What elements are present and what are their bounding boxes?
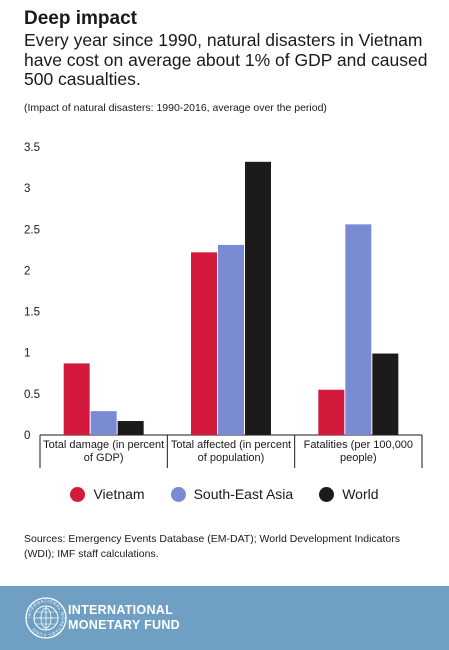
legend: Vietnam South-East Asia World	[0, 486, 449, 502]
bar-chart: 3.5 3 2.5 2 1.5 1 0.5 0 Total damage (in percent…	[24, 142, 423, 468]
x-category-label: Total affected (in percent	[171, 439, 291, 451]
bar-world	[117, 421, 144, 435]
x-category-label: Fatalities (per 100,000	[304, 439, 413, 451]
legend-label-south-east-asia: South-East Asia	[193, 486, 294, 502]
footer-bar: INTERNATIONAL MONETARY FUND INTERNATIONA…	[0, 586, 449, 650]
y-tick-label: 1.5	[24, 307, 40, 319]
x-category-label: people)	[340, 452, 377, 464]
legend-label-world: World	[342, 486, 379, 502]
y-tick-label: 2	[24, 265, 30, 277]
x-category-label: of GDP)	[84, 452, 124, 464]
bar-vietnam	[318, 389, 345, 435]
x-category-label: Total damage (in percent	[43, 439, 164, 451]
legend-item-vietnam: Vietnam	[70, 486, 145, 502]
bar-south-east-asia	[90, 411, 117, 435]
y-tick-label: 2.5	[24, 224, 40, 236]
bar-world	[372, 353, 399, 435]
bar-south-east-asia	[218, 244, 244, 435]
chart-title: Deep impact	[24, 8, 137, 29]
y-tick-label: 0	[24, 430, 30, 442]
legend-swatch-world	[319, 486, 335, 502]
chart-note: (Impact of natural disasters: 1990-2016,…	[24, 102, 327, 114]
chart-subtitle: Every year since 1990, natural disasters…	[24, 30, 428, 89]
y-tick-label: 3	[24, 183, 30, 195]
y-tick-label: 3.5	[24, 142, 40, 154]
legend-swatch-south-east-asia	[170, 486, 186, 502]
bar-vietnam	[63, 363, 90, 435]
x-category-label: of population)	[198, 452, 265, 464]
y-tick-label: 1	[24, 348, 30, 360]
bar-world	[245, 161, 271, 435]
y-tick-label: 0.5	[24, 389, 40, 401]
imf-seal-icon: INTERNATIONAL MONETARY FUND	[25, 597, 67, 639]
legend-item-world: World	[319, 486, 379, 502]
bar-south-east-asia	[345, 224, 372, 435]
legend-swatch-vietnam	[70, 486, 86, 502]
imf-wordmark: INTERNATIONAL MONETARY FUND	[68, 603, 180, 632]
sources-note: Sources: Emergency Events Database (EM-D…	[24, 533, 401, 560]
bar-vietnam	[191, 252, 217, 435]
legend-label-vietnam: Vietnam	[93, 486, 145, 502]
legend-item-south-east-asia: South-East Asia	[170, 486, 294, 502]
imf-wordmark-line1: INTERNATIONAL	[68, 603, 174, 617]
imf-wordmark-line2: MONETARY FUND	[68, 617, 180, 632]
